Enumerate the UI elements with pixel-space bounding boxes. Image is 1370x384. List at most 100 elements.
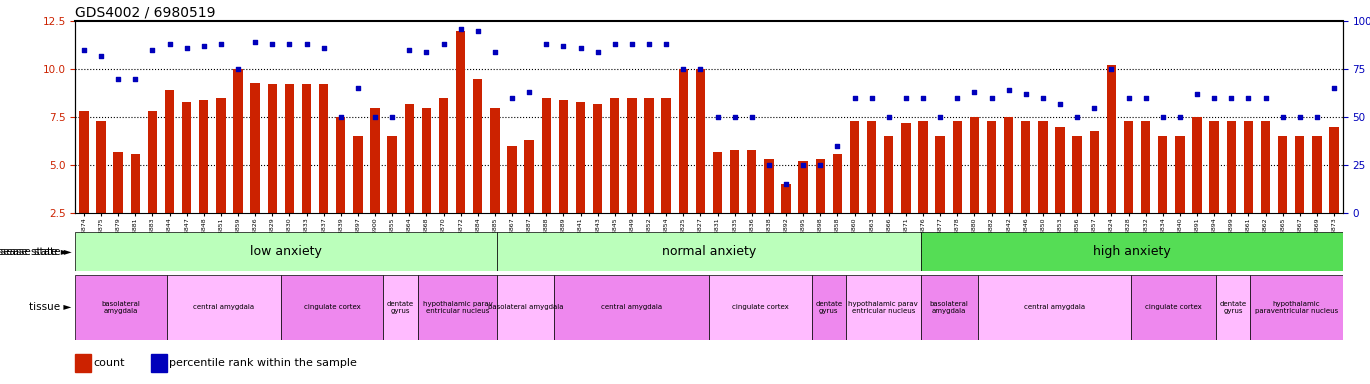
Point xyxy=(997,87,1019,93)
Bar xyxy=(541,98,551,213)
Bar xyxy=(216,98,226,213)
Bar xyxy=(781,184,790,213)
Text: hypothalamic parav
entricular nucleus: hypothalamic parav entricular nucleus xyxy=(848,301,918,314)
Bar xyxy=(1295,136,1304,213)
Point xyxy=(312,45,334,51)
Point xyxy=(895,95,917,101)
Bar xyxy=(712,152,722,213)
Text: central amygdala: central amygdala xyxy=(1023,304,1085,310)
Point xyxy=(262,41,284,47)
Point xyxy=(947,95,969,101)
Point xyxy=(673,66,695,72)
Bar xyxy=(370,108,379,213)
Bar xyxy=(353,136,363,213)
Point xyxy=(296,41,318,47)
Point xyxy=(1186,91,1208,97)
Point xyxy=(90,53,112,59)
Point xyxy=(433,41,455,47)
Bar xyxy=(251,83,260,213)
Point xyxy=(1066,114,1088,120)
Bar xyxy=(1123,121,1133,213)
Bar xyxy=(79,111,89,213)
Point xyxy=(775,181,797,187)
Bar xyxy=(1192,117,1201,213)
Bar xyxy=(1175,136,1185,213)
Text: normal anxiety: normal anxiety xyxy=(662,245,756,258)
Bar xyxy=(918,121,927,213)
Point xyxy=(655,41,677,47)
Bar xyxy=(849,121,859,213)
Bar xyxy=(164,90,174,213)
Bar xyxy=(1158,136,1167,213)
Bar xyxy=(764,159,774,213)
Point xyxy=(364,114,386,120)
Point xyxy=(860,95,882,101)
Bar xyxy=(555,275,710,340)
Text: percentile rank within the sample: percentile rank within the sample xyxy=(169,358,358,368)
Point xyxy=(278,41,300,47)
Point xyxy=(586,49,608,55)
Point xyxy=(1084,104,1106,111)
Text: hypothalamic parav
entricular nucleus: hypothalamic parav entricular nucleus xyxy=(422,301,492,314)
Bar xyxy=(497,232,921,271)
Point xyxy=(638,41,660,47)
Bar xyxy=(845,275,921,340)
Point xyxy=(552,43,574,49)
Bar xyxy=(1089,131,1099,213)
Bar xyxy=(75,354,90,372)
Bar xyxy=(1107,65,1117,213)
Bar xyxy=(867,121,877,213)
Bar xyxy=(970,117,980,213)
Point xyxy=(1015,91,1037,97)
Point xyxy=(399,47,421,53)
Bar xyxy=(267,84,277,213)
Point xyxy=(501,95,523,101)
Bar xyxy=(75,232,497,271)
Point xyxy=(1134,95,1156,101)
Bar xyxy=(285,84,295,213)
Bar xyxy=(473,79,482,213)
Point xyxy=(1118,95,1140,101)
Bar xyxy=(644,98,653,213)
Text: dentate
gyrus: dentate gyrus xyxy=(386,301,414,314)
Text: dentate
gyrus: dentate gyrus xyxy=(1219,301,1247,314)
Point xyxy=(244,39,266,45)
Bar xyxy=(833,154,843,213)
Point xyxy=(1032,95,1054,101)
Bar xyxy=(497,275,555,340)
Bar xyxy=(1004,117,1014,213)
Point xyxy=(484,49,506,55)
Text: central amygdala: central amygdala xyxy=(601,304,662,310)
Point xyxy=(689,66,711,72)
Point xyxy=(107,76,129,82)
Point xyxy=(929,114,951,120)
Point xyxy=(467,28,489,34)
Bar xyxy=(1249,275,1343,340)
Bar xyxy=(1226,121,1236,213)
Bar xyxy=(730,150,740,213)
Point xyxy=(723,114,745,120)
Bar xyxy=(96,121,105,213)
Point xyxy=(878,114,900,120)
Text: hypothalamic
paraventricular nucleus: hypothalamic paraventricular nucleus xyxy=(1255,301,1338,314)
Text: cingulate cortex: cingulate cortex xyxy=(304,304,360,310)
Bar xyxy=(456,31,466,213)
Bar xyxy=(710,275,811,340)
Point xyxy=(810,162,832,168)
Point xyxy=(912,95,934,101)
Bar xyxy=(1217,275,1249,340)
Bar xyxy=(1055,127,1064,213)
Point xyxy=(159,41,181,47)
Bar xyxy=(507,146,516,213)
Bar xyxy=(404,104,414,213)
Point xyxy=(1237,95,1259,101)
Text: cingulate cortex: cingulate cortex xyxy=(732,304,789,310)
Bar xyxy=(199,100,208,213)
Point xyxy=(1255,95,1277,101)
Point xyxy=(381,114,403,120)
Point xyxy=(449,26,471,32)
Point xyxy=(227,66,249,72)
Bar xyxy=(627,98,637,213)
Point xyxy=(621,41,643,47)
Bar xyxy=(747,150,756,213)
